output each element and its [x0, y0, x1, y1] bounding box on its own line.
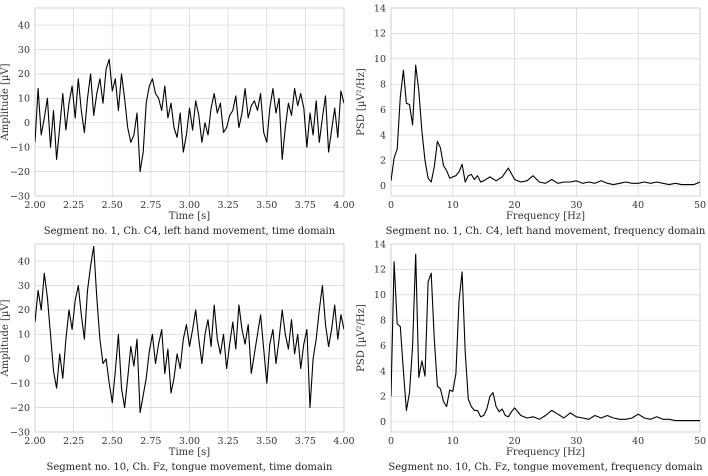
x-tick-label: 2.00: [24, 436, 45, 447]
x-tick-label: 50: [694, 200, 706, 211]
y-tick-label: −20: [10, 403, 30, 414]
y-tick-label: 12: [374, 265, 386, 276]
x-tick-label: 20: [509, 436, 521, 447]
chart-caption: Segment no. 1, Ch. C4, left hand movemen…: [386, 226, 706, 237]
y-tick-label: 10: [374, 290, 386, 301]
y-tick-label: 12: [374, 29, 386, 40]
y-tick-label: 40: [18, 20, 30, 31]
x-tick-label: 3.50: [256, 436, 277, 447]
y-tick-label: 14: [374, 239, 386, 250]
x-tick-label: 3.75: [295, 436, 316, 447]
y-tick-label: 2: [380, 156, 386, 167]
y-tick-label: 0: [24, 354, 30, 365]
x-tick-label: 10: [447, 436, 459, 447]
series-line-c4-psd: [391, 64, 700, 186]
chart-caption: Segment no. 10, Ch. Fz, tongue movement,…: [388, 462, 703, 473]
x-tick-label: 2.50: [102, 200, 123, 211]
x-axis-label: Frequency [Hz]: [506, 447, 585, 458]
y-tick-label: 4: [380, 130, 386, 141]
x-axis-label: Time [s]: [169, 211, 210, 222]
y-tick-label: −10: [10, 378, 30, 389]
x-tick-label: 3.25: [218, 200, 239, 211]
x-tick-label: 50: [694, 436, 706, 447]
y-tick-label: 8: [380, 316, 386, 327]
x-tick-label: 3.25: [218, 436, 239, 447]
y-axis-label: Amplitude [µV]: [0, 299, 11, 377]
x-tick-label: 2.00: [24, 200, 45, 211]
y-tick-label: −20: [10, 167, 30, 178]
x-tick-label: 3.75: [295, 200, 316, 211]
y-tick-label: 2: [380, 392, 386, 403]
x-tick-label: 2.75: [140, 200, 161, 211]
x-tick-label: 30: [570, 200, 582, 211]
chart-caption: Segment no. 10, Ch. Fz, tongue movement,…: [47, 462, 334, 473]
y-tick-label: 0: [380, 417, 386, 428]
plot-frame: [390, 7, 701, 197]
y-tick-label: 14: [374, 3, 386, 14]
y-tick-label: 6: [380, 105, 386, 116]
x-tick-label: 2.25: [63, 436, 84, 447]
y-tick-label: 30: [18, 45, 30, 56]
x-tick-label: 30: [570, 436, 582, 447]
x-tick-label: 2.25: [63, 200, 84, 211]
y-tick-label: −10: [10, 142, 30, 153]
series-line-c4: [35, 58, 344, 173]
x-tick-label: 3.00: [179, 436, 200, 447]
y-tick-label: 10: [18, 94, 30, 105]
y-tick-label: 6: [380, 341, 386, 352]
y-tick-label: 20: [18, 305, 30, 316]
x-axis-label: Frequency [Hz]: [506, 211, 585, 222]
x-tick-label: 2.75: [140, 436, 161, 447]
y-axis-label: Amplitude [µV]: [0, 63, 11, 141]
x-tick-label: 4.00: [333, 436, 354, 447]
y-axis-label: PSD [µV²/Hz]: [356, 304, 367, 372]
x-tick-label: 20: [509, 200, 521, 211]
y-axis-label: PSD [µV²/Hz]: [356, 68, 367, 136]
x-tick-label: 4.00: [333, 200, 354, 211]
y-tick-label: 0: [24, 118, 30, 129]
x-tick-label: 0: [388, 436, 394, 447]
series-line-fz-psd: [391, 253, 700, 422]
chart-panel-1: 2.00 2.25 2.50 2.75 3.00 3.25 3.50 3.75 4.00 −30 −…: [0, 7, 355, 237]
y-tick-label: −30: [10, 427, 30, 438]
y-tick-label: 40: [18, 256, 30, 267]
x-axis-label: Time [s]: [169, 447, 210, 458]
y-tick-label: 4: [380, 366, 386, 377]
y-tick-label: 10: [374, 54, 386, 65]
y-tick-label: 8: [380, 80, 386, 91]
y-tick-label: −30: [10, 191, 30, 202]
chart-panel-2: 0 10 20 30 40 50 0 2 4 6 8 10 12 14 Frequency [Hz] PSD …: [356, 3, 706, 237]
x-tick-label: 40: [632, 436, 644, 447]
y-tick-label: 0: [380, 181, 386, 192]
chart-panel-4: 0 10 20 30 40 50 0 2 4 6 8 10 12 14 Frequency [Hz] PSD …: [356, 239, 706, 473]
x-tick-label: 0: [388, 200, 394, 211]
series-line-fz: [35, 245, 344, 414]
chart-caption: Segment no. 1, Ch. C4, left hand movemen…: [44, 226, 336, 237]
x-tick-label: 10: [447, 200, 459, 211]
x-tick-label: 2.50: [102, 436, 123, 447]
y-tick-label: 10: [18, 330, 30, 341]
x-tick-label: 40: [632, 200, 644, 211]
x-tick-label: 3.50: [256, 200, 277, 211]
chart-panel-3: 2.00 2.25 2.50 2.75 3.00 3.25 3.50 3.75 4.00 −30 −…: [0, 243, 355, 473]
x-tick-label: 3.00: [179, 200, 200, 211]
plot-frame: [34, 243, 345, 433]
y-tick-label: 20: [18, 69, 30, 80]
plot-frame: [390, 243, 701, 433]
y-tick-label: 30: [18, 281, 30, 292]
